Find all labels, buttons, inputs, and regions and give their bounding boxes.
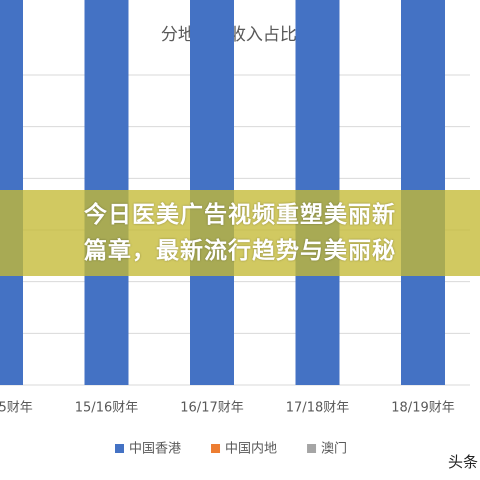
x-tick-label: 16/17财年 [180,401,243,416]
legend-label: 中国香港 [129,442,181,457]
banner: 今日医美广告视频重塑美丽新 篇章，最新流行趋势与美丽秘 [0,190,480,276]
x-tick-label: 15/16财年 [75,401,138,416]
banner-line: 今日医美广告视频重塑美丽新 [84,202,396,228]
banner-line: 篇章，最新流行趋势与美丽秘 [84,238,396,264]
legend-swatch [307,444,317,453]
legend-label: 中国内地 [225,441,277,457]
legend-swatch [211,444,221,453]
watermark: 头条 [447,453,478,471]
legend-label: 澳门 [321,441,347,457]
x-tick-label: 18/19财年 [391,401,454,416]
legend-swatch [115,444,124,453]
x-tick-label: 17/18财年 [286,401,349,416]
chart-title: 分地区的收入占比-% [161,25,319,45]
x-tick-label: 14/15财年 [0,401,33,416]
